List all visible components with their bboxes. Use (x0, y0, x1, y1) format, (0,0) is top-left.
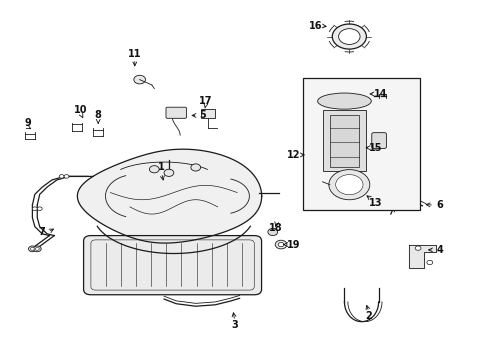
Circle shape (32, 207, 37, 211)
Circle shape (37, 207, 42, 211)
Circle shape (35, 247, 39, 250)
FancyBboxPatch shape (165, 107, 186, 118)
FancyBboxPatch shape (201, 109, 215, 118)
Circle shape (331, 24, 366, 49)
Text: 6: 6 (435, 200, 442, 210)
Bar (322, 110, 366, 171)
Bar (303, 78, 419, 211)
Text: 7: 7 (39, 227, 45, 237)
Circle shape (414, 246, 420, 250)
Text: 14: 14 (373, 89, 387, 99)
Circle shape (149, 166, 159, 173)
Text: 19: 19 (286, 239, 300, 249)
Text: 5: 5 (199, 111, 206, 121)
FancyBboxPatch shape (83, 235, 261, 295)
Text: 10: 10 (74, 105, 88, 115)
Text: 3: 3 (231, 320, 238, 330)
Text: 4: 4 (435, 245, 442, 255)
Polygon shape (77, 149, 261, 243)
Bar (329, 116, 358, 167)
Polygon shape (408, 244, 435, 268)
Text: 2: 2 (365, 311, 371, 321)
Circle shape (30, 247, 34, 250)
Circle shape (64, 175, 69, 178)
Text: 11: 11 (128, 49, 141, 59)
Circle shape (134, 75, 145, 84)
Circle shape (59, 175, 64, 178)
Circle shape (335, 175, 362, 195)
Text: 16: 16 (308, 21, 321, 31)
Text: 18: 18 (269, 224, 283, 233)
Circle shape (33, 246, 41, 252)
Text: 9: 9 (24, 118, 31, 128)
Text: 8: 8 (95, 111, 102, 121)
Ellipse shape (317, 93, 370, 109)
Circle shape (278, 242, 284, 247)
Circle shape (328, 170, 369, 200)
Text: 12: 12 (286, 150, 300, 160)
Circle shape (275, 240, 286, 249)
Text: 1: 1 (158, 162, 164, 172)
Circle shape (426, 260, 432, 265)
Circle shape (163, 169, 173, 176)
Circle shape (267, 228, 277, 235)
Circle shape (338, 29, 359, 44)
Text: 17: 17 (198, 96, 212, 106)
Text: 13: 13 (368, 198, 382, 208)
FancyBboxPatch shape (371, 133, 386, 148)
Circle shape (28, 246, 36, 252)
Text: 15: 15 (368, 143, 382, 153)
Circle shape (190, 164, 200, 171)
